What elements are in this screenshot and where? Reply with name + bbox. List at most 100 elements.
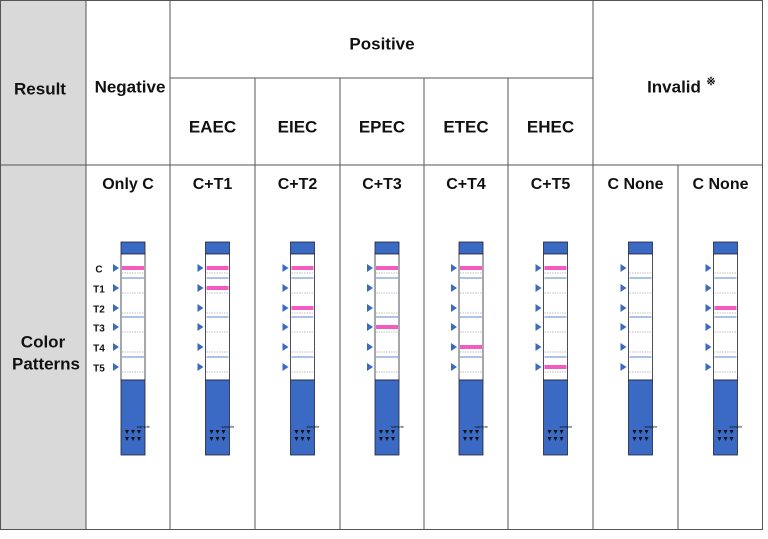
strip-arrow <box>705 284 712 292</box>
sample-arrow <box>717 437 722 441</box>
strip-cap <box>290 241 315 255</box>
strip-band <box>376 266 398 270</box>
strip-arrow <box>197 343 204 351</box>
strip-arrow <box>367 304 373 312</box>
sample-text: sample <box>391 424 405 429</box>
sample-arrow <box>125 430 129 434</box>
strip-band <box>122 266 144 270</box>
strip-cap <box>543 241 568 255</box>
sample-arrow <box>553 437 558 441</box>
strip-arrow <box>451 343 457 351</box>
strip-arrow <box>367 323 373 331</box>
sample-arrow <box>547 430 552 434</box>
strip-band <box>206 266 229 270</box>
sample-text: sample <box>730 424 744 429</box>
sample-arrow <box>215 437 220 441</box>
sample-arrow <box>632 430 637 434</box>
sample-arrow <box>547 437 552 441</box>
sample-arrow <box>723 430 728 434</box>
strip-cap <box>120 241 146 255</box>
sample-arrow <box>559 430 564 434</box>
strip-label: T4 <box>93 344 105 355</box>
sample-arrow <box>294 430 299 434</box>
negative-header: Negative <box>95 77 166 96</box>
strip-arrow <box>282 284 289 292</box>
sample-arrow <box>215 430 220 434</box>
strip-band <box>291 266 314 270</box>
strip-cap <box>713 241 738 255</box>
pattern-label: C+T4 <box>446 176 486 193</box>
positive-type-header: ETEC <box>443 117 488 136</box>
sample-arrow <box>644 430 649 434</box>
sample-arrow <box>300 430 305 434</box>
sample-text: sample <box>137 424 151 429</box>
strip-arrow <box>705 323 712 331</box>
sample-arrow <box>729 430 734 434</box>
strip-band <box>460 266 482 270</box>
positive-type-header: EAEC <box>189 117 236 136</box>
positive-type-header: EIEC <box>278 117 318 136</box>
strip-arrow <box>197 304 204 312</box>
sample-arrow <box>638 437 643 441</box>
strip-arrow <box>113 284 119 292</box>
strip-arrow <box>367 264 373 272</box>
strip-cap <box>458 241 484 255</box>
strip-label: T1 <box>93 285 105 296</box>
pattern-label: C+T5 <box>531 176 571 193</box>
sample-arrow <box>209 437 214 441</box>
pattern-label: C+T2 <box>278 176 318 193</box>
strip-band <box>544 266 567 270</box>
strip-arrow <box>705 264 712 272</box>
sample-text: sample <box>307 424 321 429</box>
strip-arrow <box>282 363 289 371</box>
positive-type-header: EHEC <box>527 117 574 136</box>
strip-arrow <box>113 304 119 312</box>
sample-arrow <box>475 437 479 441</box>
pattern-label: C None <box>693 176 749 193</box>
sample-arrow <box>131 430 135 434</box>
strip-sample-pad <box>543 379 568 456</box>
sample-arrow <box>209 430 214 434</box>
strip-sample-pad <box>713 379 738 456</box>
strip-arrow <box>113 323 119 331</box>
sample-arrow <box>385 430 389 434</box>
strip-arrow <box>451 284 457 292</box>
strip-arrow <box>451 363 457 371</box>
sample-arrow <box>463 437 467 441</box>
strip-arrow <box>113 363 119 371</box>
sample-arrow <box>469 437 473 441</box>
sample-text: sample <box>222 424 236 429</box>
sample-arrow <box>221 430 226 434</box>
strip-label: T5 <box>93 364 105 375</box>
sample-arrow <box>300 437 305 441</box>
sample-arrow <box>717 430 722 434</box>
strip-arrow <box>705 343 712 351</box>
strip-sample-pad <box>120 379 146 456</box>
strip-arrow <box>620 343 627 351</box>
strip-band <box>544 365 567 369</box>
sample-text: sample <box>475 424 489 429</box>
strip-band <box>206 286 229 290</box>
pattern-label: C+T3 <box>362 176 402 193</box>
sample-arrow <box>638 430 643 434</box>
strip-arrow <box>197 264 204 272</box>
sample-arrow <box>723 437 728 441</box>
strip-sample-pad <box>374 379 400 456</box>
strip-arrow <box>282 343 289 351</box>
positive-header: Positive <box>349 34 414 53</box>
strip-sample-pad <box>205 379 230 456</box>
row-label: Patterns <box>12 354 80 373</box>
sample-arrow <box>475 430 479 434</box>
sample-text: sample <box>560 424 574 429</box>
sample-arrow <box>559 437 564 441</box>
sample-arrow <box>391 437 395 441</box>
strip-arrow <box>282 304 289 312</box>
sample-arrow <box>379 430 383 434</box>
sample-arrow <box>131 437 135 441</box>
table-grid <box>0 0 763 530</box>
invalid-note-mark: ※ <box>706 76 715 88</box>
strip-arrow <box>367 363 373 371</box>
strip-arrow <box>367 343 373 351</box>
sample-arrow <box>644 437 649 441</box>
strip-label: T2 <box>93 305 105 316</box>
